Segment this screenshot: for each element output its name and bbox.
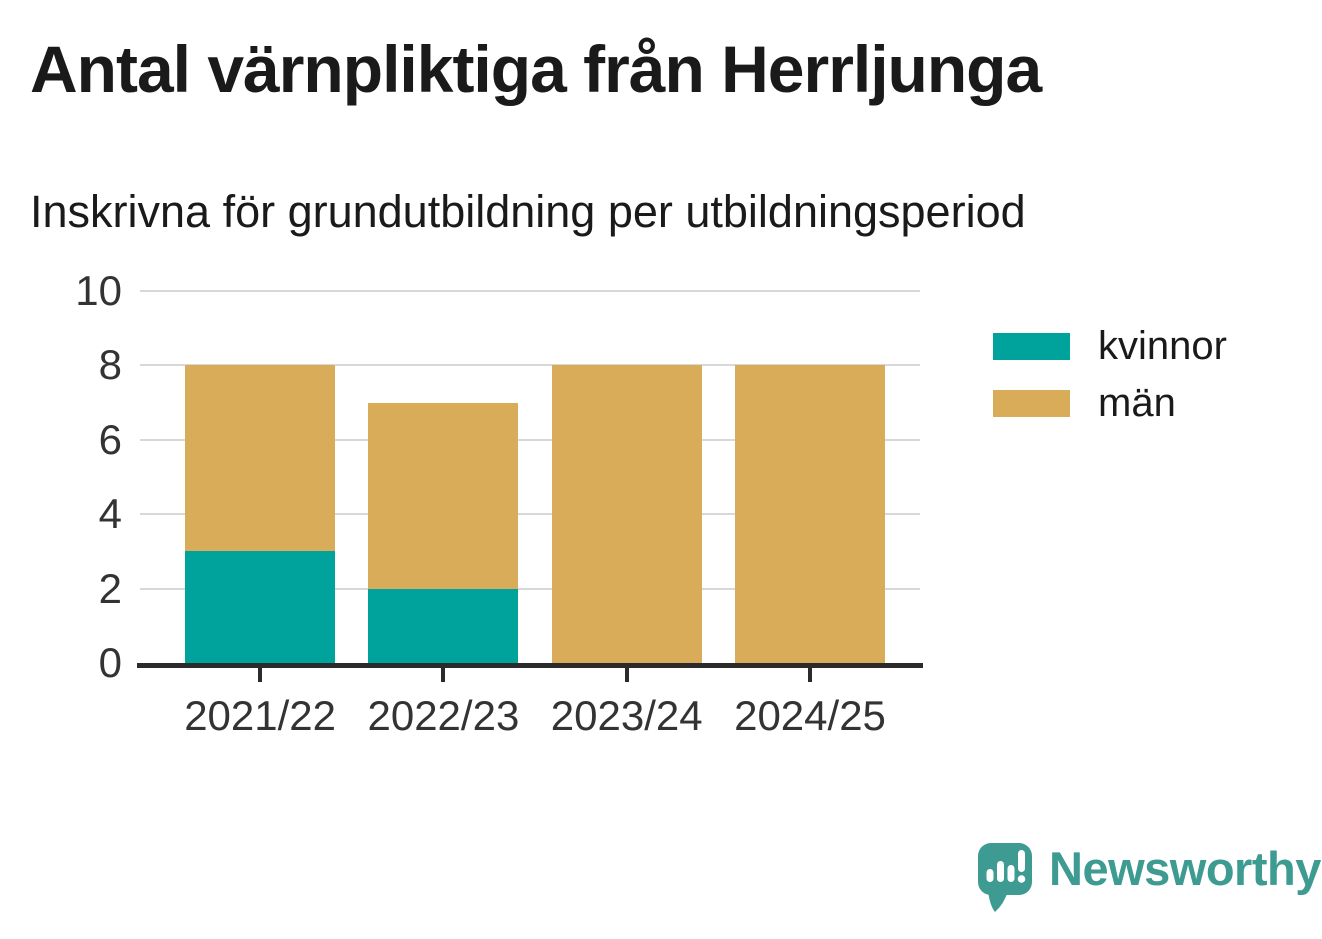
y-tick-label-2: 2: [98, 564, 122, 612]
legend-swatch-män: [993, 390, 1070, 417]
bar-segment-2024/25-män: [735, 365, 886, 663]
x-tick-2024/25: [808, 668, 813, 682]
y-tick-label-4: 4: [98, 490, 122, 538]
gridline-y-10: [140, 290, 920, 292]
legend: kvinnor män: [993, 324, 1227, 447]
x-tick-label-2023/24: 2023/24: [550, 692, 703, 739]
x-axis-labels: 2021/22 2022/23 2023/24 2024/25: [140, 692, 920, 746]
gridline-y-8: [140, 364, 920, 367]
newsworthy-logo-text: Newsworthy: [1049, 842, 1321, 895]
x-tick-2021/22: [258, 668, 263, 682]
bar-segment-2021/22-kvinnor: [185, 551, 336, 663]
y-axis-labels: 0 2 4 6 8 10: [0, 270, 122, 684]
chart-title: Antal värnpliktiga från Herrljunga: [30, 32, 1042, 106]
legend-swatch-kvinnor: [993, 333, 1070, 360]
plot-area: [137, 290, 923, 682]
legend-item-kvinnor: kvinnor: [993, 324, 1227, 368]
bar-segment-2022/23-män: [368, 402, 519, 589]
bar-segment-2022/23-kvinnor: [368, 588, 519, 663]
legend-label-män: män: [1098, 381, 1176, 425]
x-tick-label-2021/22: 2021/22: [184, 692, 337, 739]
y-tick-label-0: 0: [98, 639, 122, 686]
x-tick-label-2022/23: 2022/23: [367, 692, 520, 739]
legend-label-kvinnor: kvinnor: [1098, 324, 1227, 368]
newsworthy-logo: Newsworthy: [978, 843, 1321, 918]
y-tick-label-10: 10: [75, 267, 122, 314]
gridline-y-2: [140, 587, 920, 590]
x-tick-2023/24: [624, 668, 629, 682]
x-tick-2022/23: [441, 668, 446, 682]
bar-segment-2023/24-män: [551, 365, 702, 663]
y-tick-label-6: 6: [98, 415, 122, 463]
bar-segment-2021/22-män: [185, 365, 336, 552]
x-axis-line: [137, 663, 923, 668]
gridline-y-6: [140, 438, 920, 441]
newsworthy-logo-icon: [978, 843, 1032, 912]
chart-subtitle: Inskrivna för grundutbildning per utbild…: [30, 186, 1026, 237]
gridline-y-4: [140, 513, 920, 516]
legend-item-män: män: [993, 381, 1227, 425]
x-tick-label-2024/25: 2024/25: [734, 692, 886, 739]
y-tick-label-8: 8: [98, 341, 122, 389]
